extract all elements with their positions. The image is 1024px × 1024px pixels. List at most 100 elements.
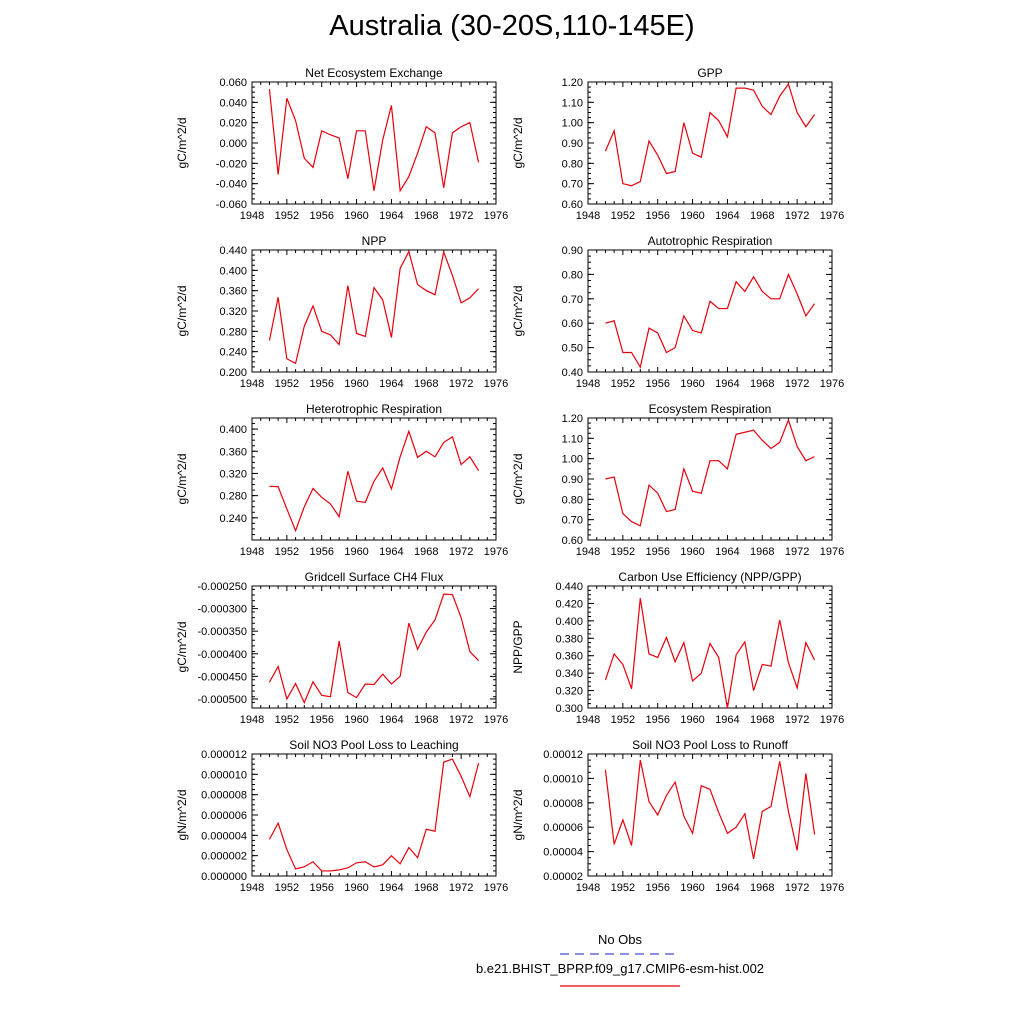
y-tick-label: 0.320 (555, 686, 583, 698)
plot-frame (587, 81, 833, 205)
x-tick-label: 1976 (820, 210, 844, 222)
page-title: Australia (30-20S,110-145E) (329, 10, 695, 42)
panel-title: Ecosystem Respiration (649, 402, 772, 416)
panel-npp: NPP gC/m^2/d 1948 1952 1956 1960 1964 1968 1972 1… (175, 234, 508, 390)
panel-soil-no3-pool-loss-to-leaching: Soil NO3 Pool Loss to Leaching gN/m^2/d 19… (175, 738, 508, 894)
x-tick-label: 1964 (379, 714, 403, 726)
y-tick-label: 0.000004 (201, 830, 247, 842)
y-tick-label: 0.000 (219, 138, 247, 150)
legend-swatch-obs (560, 953, 680, 955)
y-tick-label: 0.060 (219, 77, 247, 89)
y-tick-label: -0.000250 (197, 581, 247, 593)
x-tick-label: 1960 (680, 210, 704, 222)
series-line (604, 82, 816, 187)
y-tick-label: 0.60 (562, 318, 583, 330)
x-tick-label: 1972 (449, 714, 473, 726)
x-tick-label: 1952 (275, 882, 299, 894)
y-axis-label: gC/m^2/d (511, 454, 525, 505)
panel-autotrophic-respiration: Autotrophic Respiration gC/m^2/d 1948 1952 1… (511, 234, 844, 390)
y-tick-label: 0.300 (555, 703, 583, 715)
x-tick-label: 1956 (645, 378, 669, 390)
series-line (269, 429, 480, 533)
panel-heterotrophic-respiration: Heterotrophic Respiration gC/m^2/d 1948 195… (175, 402, 508, 558)
plot-frame (587, 249, 833, 373)
y-tick-label: 0.400 (555, 616, 583, 628)
x-tick-label: 1956 (309, 882, 333, 894)
plot-frame (251, 81, 497, 205)
x-tick-label: 1956 (645, 210, 669, 222)
plot-frame (587, 417, 833, 541)
y-tick-label: 0.60 (562, 535, 583, 547)
x-tick-label: 1976 (484, 882, 508, 894)
x-tick-label: 1968 (750, 714, 774, 726)
y-axis-label: gC/m^2/d (511, 118, 525, 169)
x-tick-label: 1972 (785, 210, 809, 222)
panel-carbon-use-efficiency-npp-gpp: Carbon Use Efficiency (NPP/GPP) NPP/GPP 19… (511, 570, 844, 726)
y-tick-label: 0.50 (562, 343, 583, 355)
x-tick-label: 1948 (576, 714, 600, 726)
x-tick-label: 1964 (379, 546, 403, 558)
y-tick-label: 0.400 (219, 424, 247, 436)
x-tick-label: 1976 (820, 378, 844, 390)
x-tick-label: 1952 (611, 882, 635, 894)
y-tick-label: 0.00006 (543, 822, 583, 834)
x-tick-label: 1976 (820, 882, 844, 894)
legend-swatch-case (560, 985, 680, 987)
y-tick-label: 0.000010 (201, 769, 247, 781)
x-tick-label: 1968 (414, 546, 438, 558)
y-tick-label: 0.80 (562, 494, 583, 506)
y-tick-label: 0.440 (219, 245, 247, 257)
series-line (605, 418, 815, 527)
x-tick-label: 1964 (379, 378, 403, 390)
x-tick-label: 1964 (379, 210, 403, 222)
plot-frame (587, 585, 833, 709)
y-tick-label: 0.00008 (543, 798, 583, 810)
y-tick-label: 0.440 (555, 581, 583, 593)
y-tick-label: 0.80 (562, 269, 583, 281)
x-tick-label: 1952 (275, 210, 299, 222)
y-tick-label: 0.360 (555, 651, 583, 663)
x-tick-label: 1952 (611, 714, 635, 726)
x-tick-label: 1956 (309, 714, 333, 726)
series-line (268, 593, 480, 705)
panel-title: GPP (697, 66, 722, 80)
x-tick-label: 1960 (344, 546, 368, 558)
panel-title: Soil NO3 Pool Loss to Runoff (632, 738, 789, 752)
x-tick-label: 1972 (449, 882, 473, 894)
plot-frame (587, 753, 833, 877)
y-tick-label: -0.040 (216, 179, 247, 191)
x-tick-label: 1948 (240, 882, 264, 894)
x-tick-label: 1952 (275, 378, 299, 390)
y-tick-label: -0.000450 (197, 671, 247, 683)
y-axis-label: gC/m^2/d (511, 286, 525, 337)
series-line (605, 272, 816, 369)
series-line (268, 89, 480, 193)
x-tick-label: 1960 (680, 378, 704, 390)
x-tick-label: 1964 (715, 210, 739, 222)
x-tick-label: 1964 (715, 378, 739, 390)
x-tick-label: 1956 (645, 546, 669, 558)
y-tick-label: 0.90 (562, 245, 583, 257)
panel-ecosystem-respiration: Ecosystem Respiration gC/m^2/d 1948 1952 195… (511, 402, 844, 558)
panel-net-ecosystem-exchange: Net Ecosystem Exchange gC/m^2/d 1948 1952 19… (175, 66, 508, 222)
panel-title: Heterotrophic Respiration (306, 402, 442, 416)
plot-frame (251, 585, 497, 709)
x-tick-label: 1948 (576, 546, 600, 558)
y-tick-label: 0.70 (562, 294, 583, 306)
x-tick-label: 1968 (750, 210, 774, 222)
x-tick-label: 1952 (275, 546, 299, 558)
y-tick-label: 0.200 (219, 367, 247, 379)
series-line (268, 758, 480, 872)
x-tick-label: 1948 (576, 882, 600, 894)
x-tick-label: 1956 (645, 714, 669, 726)
y-tick-label: 1.10 (562, 97, 583, 109)
x-tick-label: 1956 (309, 210, 333, 222)
y-tick-label: 0.90 (562, 138, 583, 150)
y-tick-label: 0.000000 (201, 871, 247, 883)
x-tick-label: 1972 (785, 714, 809, 726)
y-tick-label: 0.60 (562, 199, 583, 211)
y-tick-label: 1.20 (562, 77, 583, 89)
x-tick-label: 1960 (344, 210, 368, 222)
y-tick-label: 0.040 (219, 97, 247, 109)
